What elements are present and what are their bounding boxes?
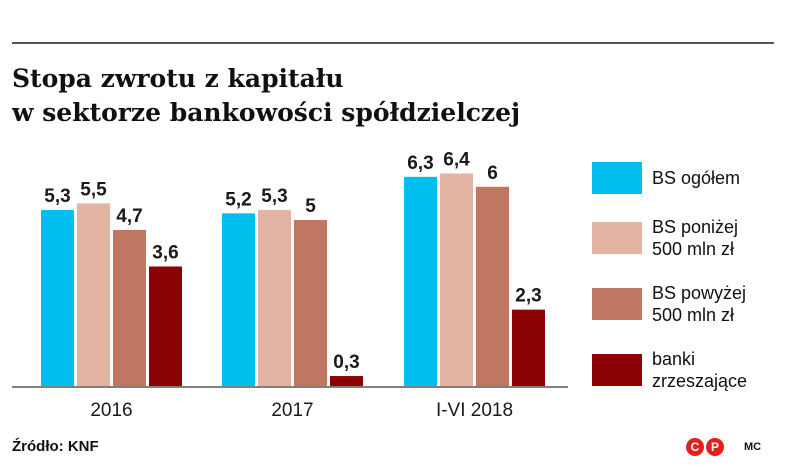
- bar-0-1: [77, 203, 110, 386]
- data-label-2-0: 6,3: [407, 153, 433, 174]
- legend-item-bs-ponizej: BS poniżej 500 mln zł: [592, 216, 738, 260]
- chart-title-line-1: Stopa zwrotu z kapitału: [12, 64, 344, 93]
- bar-0-2: [113, 229, 146, 386]
- data-label-1-0: 5,2: [225, 189, 251, 210]
- bar-2-2: [476, 186, 509, 386]
- data-label-1-2: 5: [305, 196, 316, 217]
- data-label-0-3: 3,6: [152, 242, 178, 263]
- legend-item-bs-powyzej: BS powyżej 500 mln zł: [592, 282, 746, 326]
- data-label-0-2: 4,7: [116, 206, 142, 227]
- bar-2-0: [404, 176, 437, 386]
- data-label-1-1: 5,3: [261, 186, 287, 207]
- footer-credit: C P MC: [686, 438, 761, 456]
- logo-letter-p: P: [706, 438, 724, 456]
- bar-1-1: [258, 210, 291, 386]
- legend-label-bs-ponizej: BS poniżej 500 mln zł: [652, 217, 739, 259]
- legend-swatch-bs-powyzej: [592, 288, 642, 320]
- legend-swatch-banki-zrzeszajace: [592, 354, 642, 386]
- source-note: Źródło: KNF: [12, 438, 99, 455]
- data-label-2-3: 2,3: [515, 286, 541, 307]
- chart-title: Stopa zwrotu z kapitału w sektorze banko…: [12, 62, 520, 130]
- data-label-0-0: 5,3: [44, 186, 70, 207]
- x-tick-label-2: I-VI 2018: [436, 400, 513, 421]
- bar-1-0: [222, 213, 255, 386]
- x-tick-label-1: 2017: [271, 400, 313, 421]
- bar-2-3: [512, 309, 545, 386]
- data-label-2-2: 6: [487, 163, 498, 184]
- bar-1-3: [330, 376, 363, 386]
- publisher-logo-icon: C P: [686, 438, 724, 456]
- data-label-1-3: 0,3: [333, 352, 359, 373]
- bar-0-0: [41, 210, 74, 386]
- legend-swatch-bs-ogolem: [592, 162, 642, 194]
- legend-label-banki-zrzeszajace: banki zrzeszające: [652, 349, 748, 391]
- legend-label-bs-ogolem: BS ogółem: [652, 168, 741, 188]
- data-label-0-1: 5,5: [80, 179, 107, 200]
- legend-item-banki-zrzeszajace: banki zrzeszające: [592, 348, 747, 392]
- bar-0-3: [149, 266, 182, 386]
- author-initials: MC: [744, 441, 762, 453]
- bar-1-2: [294, 220, 327, 386]
- logo-letter-c: C: [686, 438, 704, 456]
- chart-title-line-2: w sektorze bankowości spółdzielczej: [12, 98, 521, 127]
- x-tick-label-0: 2016: [90, 400, 132, 421]
- legend-label-bs-powyzej: BS powyżej 500 mln zł: [652, 283, 747, 325]
- legend-swatch-bs-ponizej: [592, 222, 642, 254]
- top-divider: [12, 42, 774, 44]
- legend-item-bs-ogolem: BS ogółem: [592, 162, 740, 194]
- data-label-2-1: 6,4: [443, 150, 470, 171]
- bar-2-1: [440, 173, 473, 386]
